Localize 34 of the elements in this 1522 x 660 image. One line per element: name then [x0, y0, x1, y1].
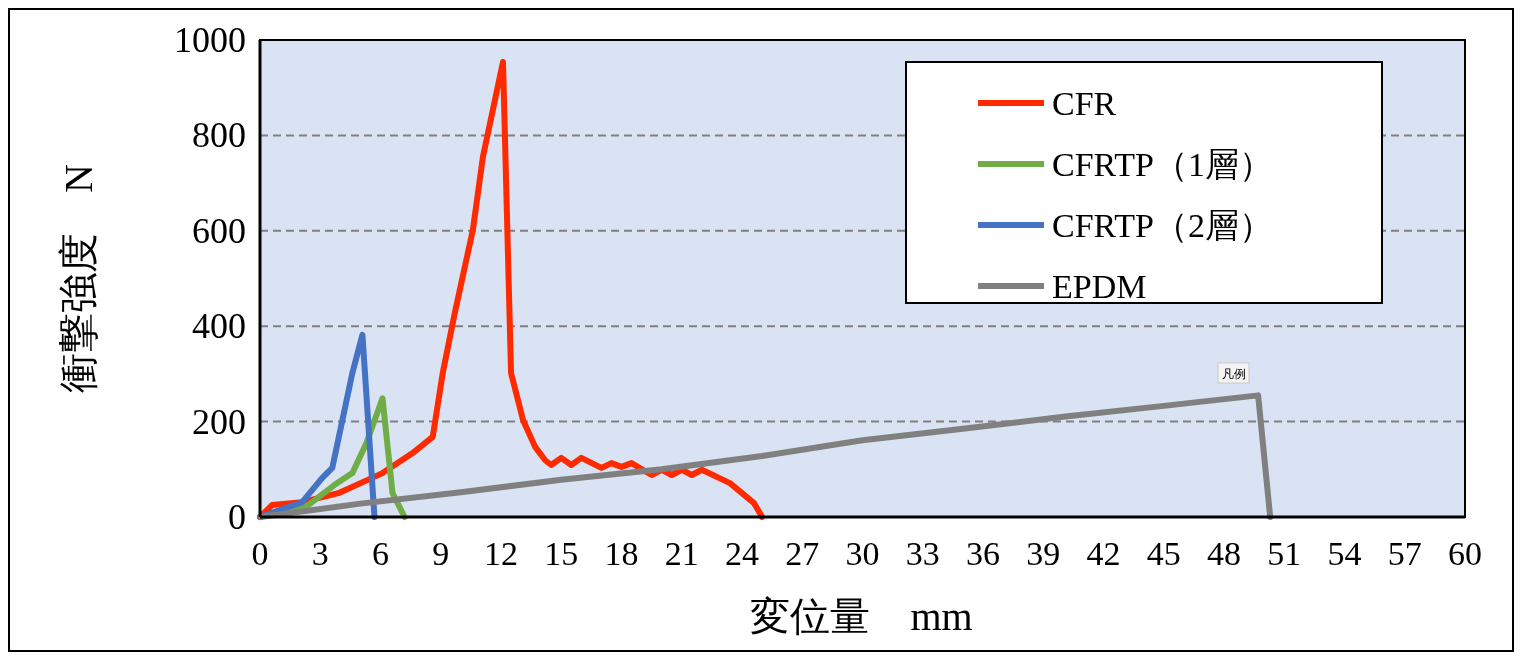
x-tick-label: 9: [432, 535, 450, 572]
y-tick-label: 1000: [174, 20, 246, 60]
x-tick-label: 57: [1387, 535, 1422, 572]
x-tick-label: 45: [1146, 535, 1181, 572]
y-tick-label: 800: [192, 115, 246, 156]
x-tick-label: 48: [1207, 535, 1241, 572]
x-tick-label: 27: [785, 535, 820, 572]
legend-label: EPDM: [1052, 268, 1147, 305]
x-tick-label: 54: [1327, 535, 1362, 572]
x-tick-label: 60: [1448, 535, 1482, 572]
x-tick-label: 36: [966, 535, 1000, 572]
y-tick-label: 600: [192, 210, 246, 251]
x-tick-label: 18: [604, 535, 639, 572]
legend-label: CFRTP（2層）: [1052, 207, 1273, 244]
x-tick-label: 6: [372, 535, 389, 572]
x-tick-label: 30: [845, 535, 880, 572]
x-tick-label: 3: [311, 535, 329, 572]
x-tick-label: 24: [725, 535, 759, 572]
x-tick-label: 39: [1026, 535, 1061, 572]
x-tick-label: 42: [1086, 535, 1121, 572]
x-tick-label: 33: [905, 535, 940, 572]
y-tick-label: 400: [192, 306, 246, 347]
y-tick-label: 0: [228, 497, 246, 537]
x-tick-label: 0: [251, 535, 269, 572]
x-axis-title: 変位量 mm: [750, 594, 973, 639]
y-tick-label: 200: [192, 401, 246, 442]
x-tick-label: 51: [1267, 535, 1302, 572]
y-axis-title: 衝撃強度 N: [56, 164, 101, 393]
legend-label: CFR: [1052, 85, 1117, 122]
legend-label: CFRTP（1層）: [1052, 146, 1273, 183]
x-tick-label: 21: [664, 535, 699, 572]
x-tick-label: 15: [544, 535, 579, 572]
annotation: 凡例: [1221, 367, 1246, 381]
x-tick-label: 12: [484, 535, 518, 572]
